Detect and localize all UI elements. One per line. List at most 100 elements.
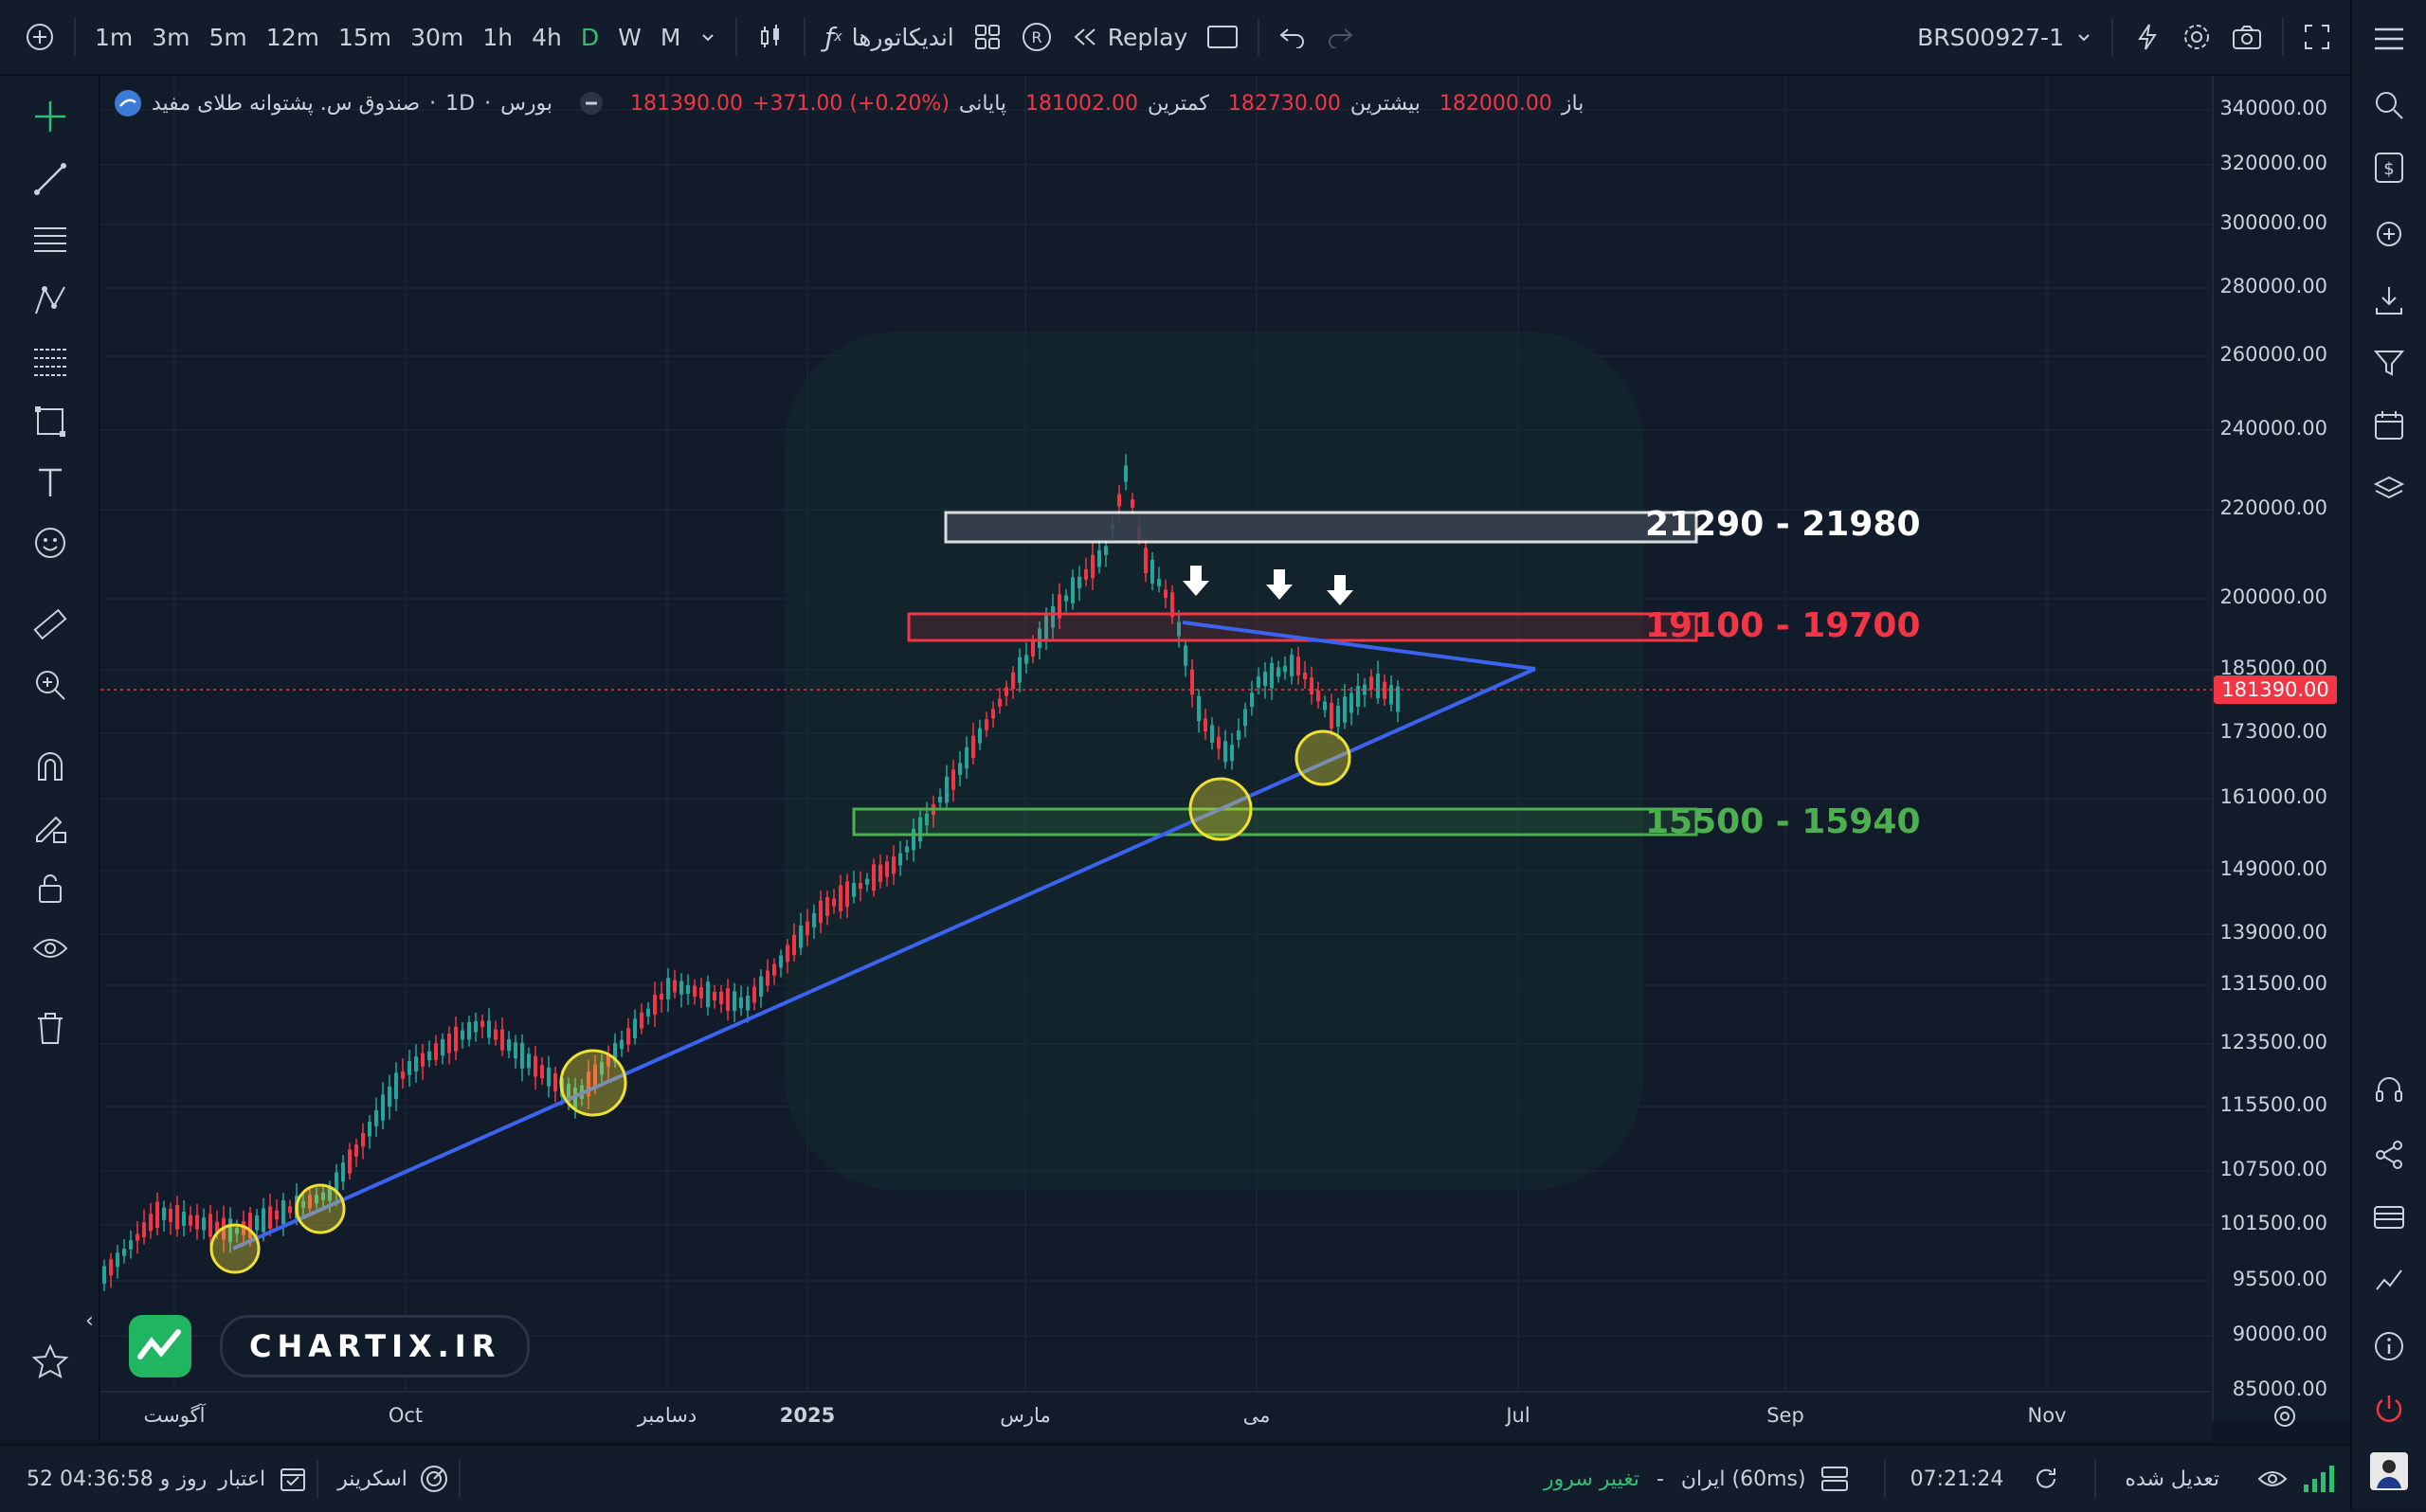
lightning-icon[interactable] bbox=[2123, 0, 2172, 74]
candle-body bbox=[321, 1192, 325, 1200]
falling-trendline[interactable] bbox=[1182, 621, 1536, 671]
timeframe-30m[interactable]: 30m bbox=[410, 23, 464, 51]
star-icon[interactable] bbox=[25, 1336, 76, 1387]
candle-body bbox=[335, 1172, 338, 1194]
price-tick: 173000.00 bbox=[2219, 720, 2327, 743]
zoom-in-icon[interactable] bbox=[25, 659, 76, 711]
timeframe-D[interactable]: D bbox=[580, 23, 600, 51]
candle-type-icon[interactable] bbox=[747, 0, 794, 74]
candle-body bbox=[706, 981, 710, 1008]
zone-15500-15940[interactable] bbox=[852, 807, 1698, 837]
timeframe-5m[interactable]: 5m bbox=[208, 23, 247, 51]
signal-bars-icon[interactable] bbox=[2301, 1464, 2335, 1494]
chart-alert-icon[interactable] bbox=[2363, 1254, 2415, 1305]
zone-19100-19700[interactable] bbox=[907, 612, 1698, 642]
candle-body bbox=[653, 995, 657, 1015]
search-icon[interactable] bbox=[2363, 80, 2415, 131]
candle-body bbox=[1044, 615, 1048, 639]
calendar-check-icon[interactable] bbox=[279, 1465, 307, 1493]
timeframe-M[interactable]: M bbox=[660, 23, 681, 51]
zone-21290-21980[interactable] bbox=[944, 511, 1698, 544]
card-icon[interactable] bbox=[2363, 1192, 2415, 1243]
camera-icon[interactable] bbox=[2221, 0, 2272, 74]
trash-icon[interactable] bbox=[25, 1002, 76, 1053]
collapse-legend-icon[interactable] bbox=[579, 91, 604, 116]
refresh-icon[interactable] bbox=[2032, 1465, 2060, 1493]
candle-body bbox=[1204, 718, 1207, 732]
candle-body bbox=[109, 1259, 113, 1276]
crosshair-icon[interactable] bbox=[25, 91, 76, 142]
avatar[interactable] bbox=[2363, 1446, 2415, 1497]
candle-body bbox=[1389, 685, 1393, 705]
server-icon[interactable] bbox=[1820, 1465, 1850, 1493]
filter-icon[interactable] bbox=[2363, 337, 2415, 388]
text-tool-icon[interactable] bbox=[25, 457, 76, 508]
candle-body bbox=[1091, 554, 1095, 579]
undo-icon[interactable] bbox=[1269, 0, 1316, 74]
add-alert-icon[interactable] bbox=[2363, 208, 2415, 260]
eye-icon[interactable] bbox=[2257, 1467, 2288, 1491]
horizontal-lines-icon[interactable] bbox=[25, 214, 76, 265]
timeframe-W[interactable]: W bbox=[618, 23, 642, 51]
settings-scale-icon[interactable] bbox=[2271, 1402, 2299, 1431]
emoji-icon[interactable] bbox=[25, 517, 76, 568]
ruler-icon[interactable] bbox=[25, 599, 76, 650]
power-icon[interactable] bbox=[2363, 1383, 2415, 1434]
candle-body bbox=[945, 776, 949, 803]
calendar-icon[interactable] bbox=[2363, 400, 2415, 451]
lock-icon[interactable] bbox=[25, 862, 76, 913]
pattern-icon[interactable] bbox=[25, 275, 76, 326]
chart-canvas[interactable] bbox=[100, 76, 2212, 1391]
candle-body bbox=[1051, 605, 1055, 628]
add-symbol-icon[interactable] bbox=[15, 0, 64, 74]
trendline-icon[interactable] bbox=[25, 153, 76, 205]
pencil-lock-icon[interactable] bbox=[25, 801, 76, 853]
collapse-toolbar-icon[interactable]: ‹ bbox=[85, 1309, 94, 1333]
timeframe-1h[interactable]: 1h bbox=[482, 23, 514, 51]
timeframe-12m[interactable]: 12m bbox=[265, 23, 319, 51]
adjusted-label[interactable]: تعدیل شده bbox=[2125, 1467, 2219, 1491]
timeframe-4h[interactable]: 4h bbox=[532, 23, 562, 51]
fullscreen-icon[interactable] bbox=[2293, 0, 2341, 74]
candle-body bbox=[401, 1071, 405, 1079]
redo-icon[interactable] bbox=[1316, 0, 1364, 74]
support-icon[interactable] bbox=[2363, 1065, 2415, 1116]
dollar-icon[interactable]: $ bbox=[2363, 142, 2415, 193]
price-tick: 131500.00 bbox=[2219, 972, 2327, 995]
alert-r-icon[interactable]: R bbox=[1011, 0, 1062, 74]
time-scale[interactable]: آگوست Oct دسامبر 2025 مارس می Jul Sep Nov bbox=[100, 1391, 2295, 1442]
symbol-selector[interactable]: BRS00927-1 bbox=[1908, 0, 2102, 74]
candle-body bbox=[1144, 548, 1148, 574]
rectangle-icon[interactable] bbox=[1197, 0, 1248, 74]
rewind-icon bbox=[1072, 26, 1098, 48]
rising-trendline[interactable] bbox=[232, 667, 1536, 1251]
candle-body bbox=[547, 1067, 551, 1087]
info-icon[interactable] bbox=[2363, 1321, 2415, 1372]
timeframe-3m[interactable]: 3m bbox=[152, 23, 190, 51]
replay-button[interactable]: Replay bbox=[1062, 0, 1198, 74]
eye-icon[interactable] bbox=[25, 923, 76, 974]
timeframe-1m[interactable]: 1m bbox=[95, 23, 134, 51]
candle-body bbox=[646, 1008, 650, 1017]
share-icon[interactable] bbox=[2363, 1129, 2415, 1180]
layers-icon[interactable] bbox=[2363, 464, 2415, 515]
screener-label[interactable]: اسکرینر bbox=[337, 1467, 407, 1491]
time-tick: Sep bbox=[1766, 1404, 1804, 1427]
gear-icon[interactable] bbox=[2172, 0, 2221, 74]
layout-grid-icon[interactable] bbox=[964, 0, 1011, 74]
server-change-link[interactable]: تغییر سرور bbox=[1543, 1467, 1639, 1491]
fib-icon[interactable] bbox=[25, 335, 76, 387]
chart-pane[interactable]: صندوق س. پشتوانه طلای مفید · 1D · بورس 1… bbox=[85, 76, 2212, 1421]
timeframe-15m[interactable]: 15m bbox=[337, 23, 392, 51]
price-scale[interactable]: 340000.00 320000.00 300000.00 280000.00 2600… bbox=[2212, 76, 2350, 1421]
menu-icon[interactable] bbox=[2363, 13, 2415, 64]
download-icon[interactable] bbox=[2363, 275, 2415, 326]
candle-body bbox=[315, 1195, 318, 1204]
rectangle-tool-icon[interactable] bbox=[25, 396, 76, 447]
chevron-down-icon[interactable] bbox=[690, 0, 726, 74]
magnet-icon[interactable] bbox=[25, 741, 76, 792]
candle-body bbox=[905, 846, 909, 853]
candle-body bbox=[759, 976, 763, 997]
radar-icon[interactable] bbox=[419, 1464, 449, 1494]
